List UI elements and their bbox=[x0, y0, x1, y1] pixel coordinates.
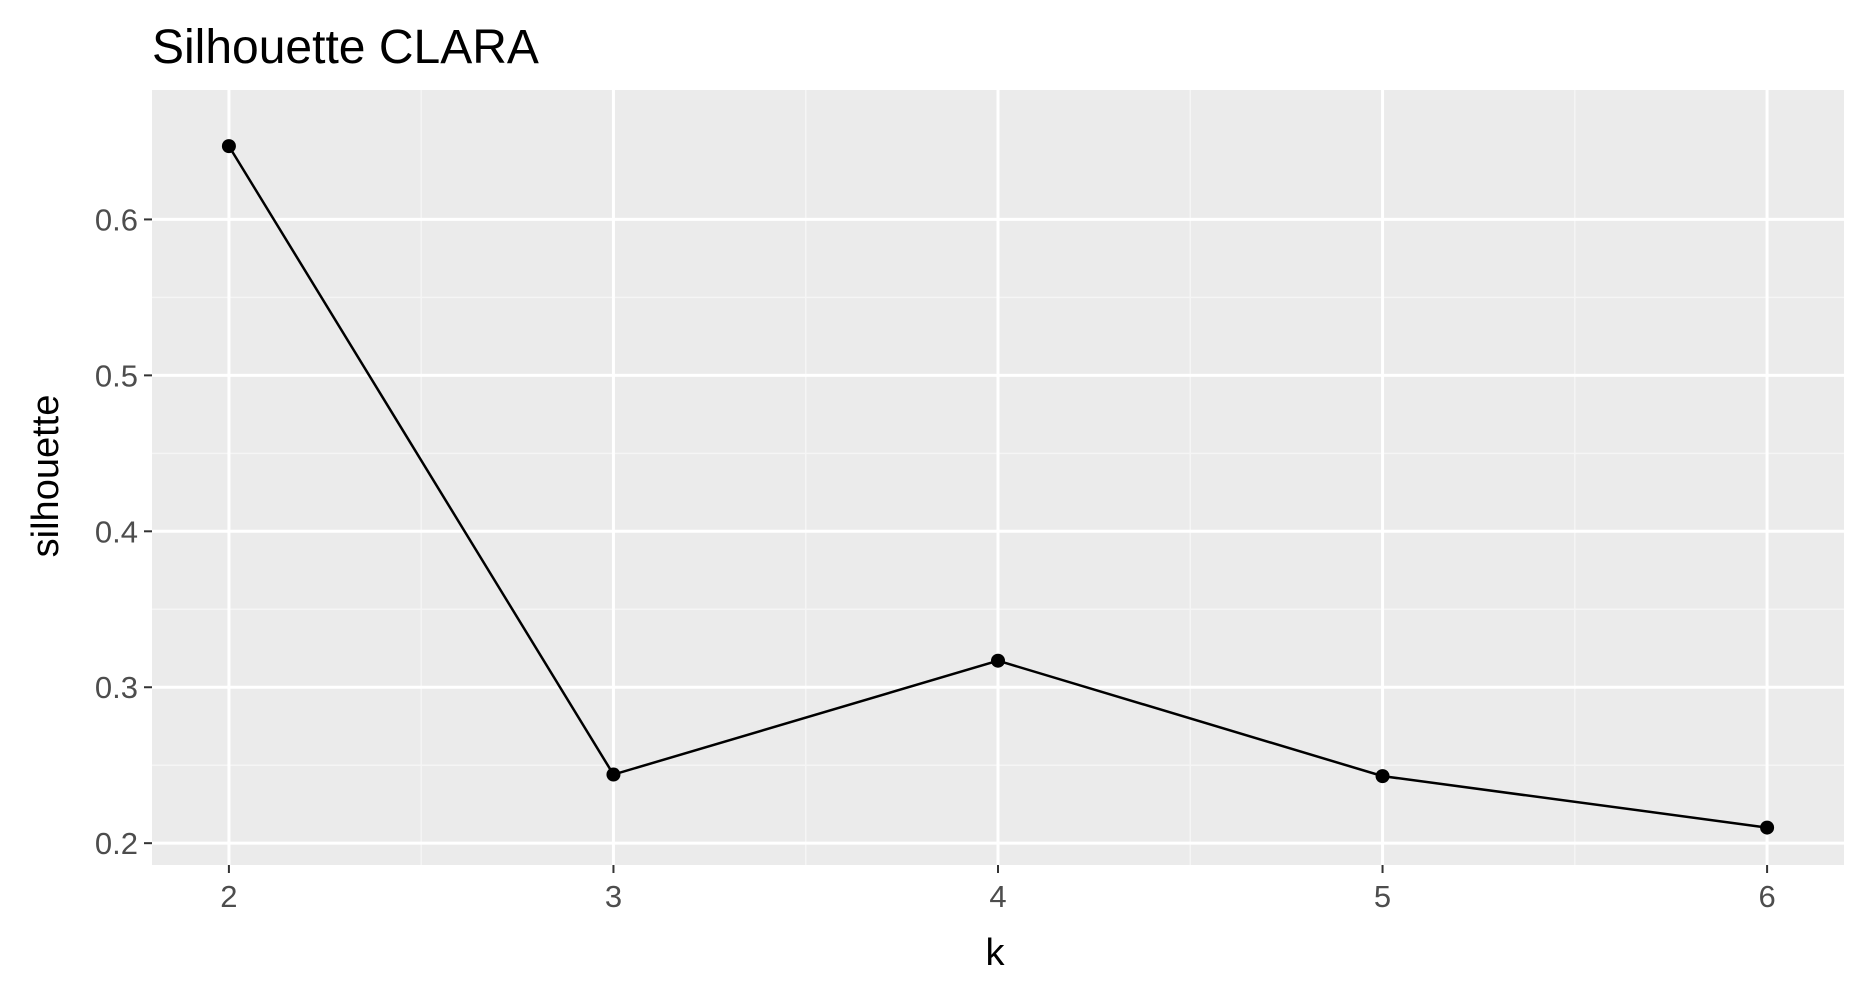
y-axis-title: silhouette bbox=[25, 395, 67, 558]
data-point bbox=[606, 767, 621, 782]
tick-labels: 2 3 4 5 6 0.2 0.3 0.4 0.5 0.6 bbox=[95, 202, 1776, 914]
x-tick-label: 6 bbox=[1758, 879, 1775, 914]
x-tick-label: 5 bbox=[1374, 879, 1391, 914]
data-point bbox=[1375, 769, 1390, 784]
chart-title: Silhouette CLARA bbox=[152, 21, 539, 74]
y-tick-label: 0.4 bbox=[95, 514, 138, 549]
x-tick-label: 2 bbox=[220, 879, 237, 914]
data-point bbox=[221, 139, 236, 154]
y-tick-label: 0.3 bbox=[95, 670, 138, 705]
y-tick-label: 0.5 bbox=[95, 358, 138, 393]
data-point bbox=[991, 653, 1005, 668]
grid-layer bbox=[152, 90, 1844, 865]
series-layer bbox=[221, 139, 1775, 835]
y-tick-label: 0.2 bbox=[95, 826, 138, 861]
x-tick-label: 3 bbox=[605, 879, 622, 914]
x-tick-label: 4 bbox=[989, 879, 1006, 914]
y-tick-label: 0.6 bbox=[95, 202, 138, 237]
data-point bbox=[1760, 820, 1775, 835]
x-axis-title: k bbox=[986, 932, 1006, 974]
axis-ticks bbox=[144, 218, 1769, 873]
